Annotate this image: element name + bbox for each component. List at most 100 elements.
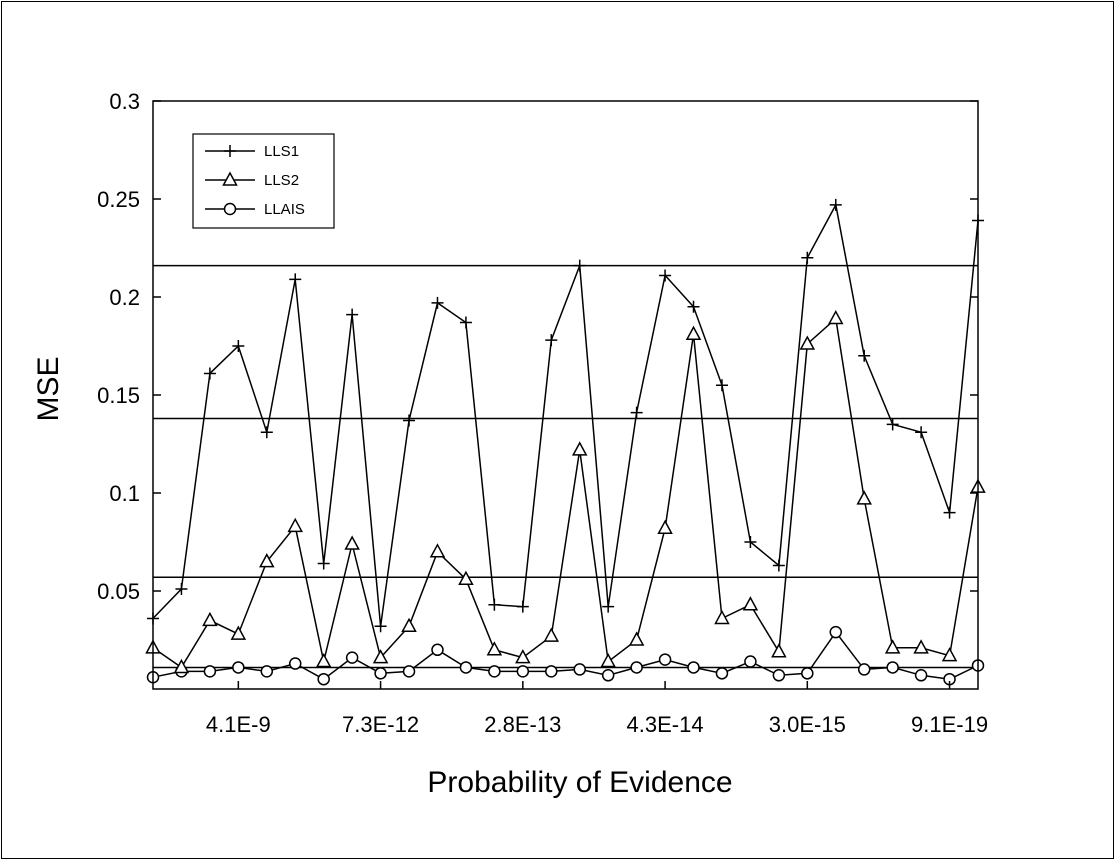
data-point-llais xyxy=(658,653,672,666)
series-lls2 xyxy=(145,309,986,674)
data-point-lls2 xyxy=(287,517,304,533)
data-point-lls1 xyxy=(886,418,899,431)
data-point-llais xyxy=(914,669,928,682)
legend-marker xyxy=(222,171,238,186)
data-point-llais xyxy=(630,661,643,674)
data-point-llais xyxy=(288,657,302,670)
series-line-llais xyxy=(152,630,979,681)
x-axis: 4.1E-9 7.3E-12 2.8E-13 4.3E-14 3.0E-15 9.1E-1… xyxy=(206,681,988,737)
data-point-lls1 xyxy=(232,340,245,352)
reference-lines xyxy=(153,264,978,669)
data-point-llais xyxy=(573,663,586,676)
data-point-lls2 xyxy=(827,309,844,325)
data-point-lls2 xyxy=(856,490,872,505)
data-point-lls1 xyxy=(829,198,842,211)
y-tick-label: 0.15 xyxy=(97,383,140,408)
data-point-lls2 xyxy=(913,639,929,654)
data-point-llais xyxy=(601,669,615,682)
data-point-lls2 xyxy=(742,596,759,611)
legend-item-llais: LLAIS xyxy=(205,201,305,218)
data-point-lls2 xyxy=(202,611,218,627)
y-axis-title: MSE xyxy=(32,356,65,421)
data-point-llais xyxy=(744,655,757,668)
data-point-llais xyxy=(886,661,899,674)
legend-label: LLS1 xyxy=(264,143,299,160)
data-point-lls2 xyxy=(515,649,531,664)
data-point-lls2 xyxy=(714,609,730,625)
y-tick-label: 0.2 xyxy=(109,285,140,310)
x-tick-label: 3.0E-15 xyxy=(769,712,846,737)
data-point-llais xyxy=(715,667,729,680)
legend-box xyxy=(192,133,335,229)
data-point-lls1 xyxy=(175,583,188,596)
data-point-lls1 xyxy=(801,251,814,264)
legend-marker xyxy=(223,202,237,216)
data-point-lls1 xyxy=(346,308,359,321)
series-line-lls2 xyxy=(152,317,979,669)
data-point-lls2 xyxy=(884,639,901,654)
data-point-lls2 xyxy=(173,658,190,674)
data-point-llais xyxy=(203,665,217,678)
data-point-lls1 xyxy=(602,600,615,613)
data-point-lls1 xyxy=(545,334,558,347)
data-point-llais xyxy=(488,665,501,678)
data-point-lls2 xyxy=(401,617,417,633)
legend-label: LLS2 xyxy=(264,172,299,189)
data-point-lls2 xyxy=(657,519,673,535)
data-point-lls2 xyxy=(344,535,360,550)
data-point-lls2 xyxy=(543,627,560,642)
data-point-llais xyxy=(516,665,530,678)
series-lls1 xyxy=(147,198,984,633)
data-point-llais xyxy=(374,667,387,680)
y-tick-label: 0.25 xyxy=(97,187,140,212)
data-point-lls1 xyxy=(317,557,330,570)
data-point-lls2 xyxy=(628,631,645,646)
data-point-lls1 xyxy=(687,300,700,313)
x-axis-title: Probability of Evidence xyxy=(427,766,732,799)
data-point-lls2 xyxy=(429,543,446,558)
data-point-lls2 xyxy=(230,625,247,640)
data-point-lls1 xyxy=(516,600,529,613)
data-point-lls2 xyxy=(600,652,616,668)
x-tick-label: 9.1E-19 xyxy=(911,712,988,737)
y-tick-label: 0.1 xyxy=(109,481,140,506)
data-point-lls1 xyxy=(744,536,757,548)
data-point-lls1 xyxy=(374,620,387,633)
data-point-llais xyxy=(260,665,274,678)
x-tick-label: 4.3E-14 xyxy=(627,712,704,737)
data-point-lls1 xyxy=(260,426,273,439)
data-point-llais xyxy=(857,663,871,676)
legend-label: LLAIS xyxy=(264,201,305,218)
data-point-lls2 xyxy=(486,641,503,656)
legend-item-lls2: LLS2 xyxy=(205,171,299,189)
data-point-lls1 xyxy=(772,559,785,572)
y-tick-label: 0.05 xyxy=(97,579,140,604)
data-point-lls2 xyxy=(685,325,702,340)
y-axis: 0.05 0.1 0.15 0.2 0.25 0.3 xyxy=(97,89,978,604)
data-point-lls1 xyxy=(203,367,216,380)
data-point-lls1 xyxy=(459,316,472,329)
x-tick-label: 7.3E-12 xyxy=(342,712,419,737)
data-point-llais xyxy=(402,665,416,678)
data-point-llais xyxy=(232,661,245,674)
data-point-lls2 xyxy=(571,441,588,456)
x-tick-label: 4.1E-9 xyxy=(206,712,271,737)
data-point-lls1 xyxy=(431,296,444,309)
data-point-lls1 xyxy=(858,349,871,362)
data-point-lls2 xyxy=(315,652,332,668)
data-point-lls2 xyxy=(799,335,816,350)
series-line-lls1 xyxy=(152,202,979,627)
data-point-llais xyxy=(801,667,814,680)
data-point-lls1 xyxy=(573,259,586,272)
data-point-llais xyxy=(772,669,786,682)
data-point-llais xyxy=(687,661,700,674)
data-point-lls1 xyxy=(630,406,643,419)
data-point-lls1 xyxy=(403,414,416,427)
data-point-llais xyxy=(545,665,558,678)
data-point-lls2 xyxy=(372,649,389,664)
data-point-lls1 xyxy=(943,506,956,519)
legend-item-lls1: LLS1 xyxy=(205,143,299,160)
data-point-llais xyxy=(345,651,359,664)
